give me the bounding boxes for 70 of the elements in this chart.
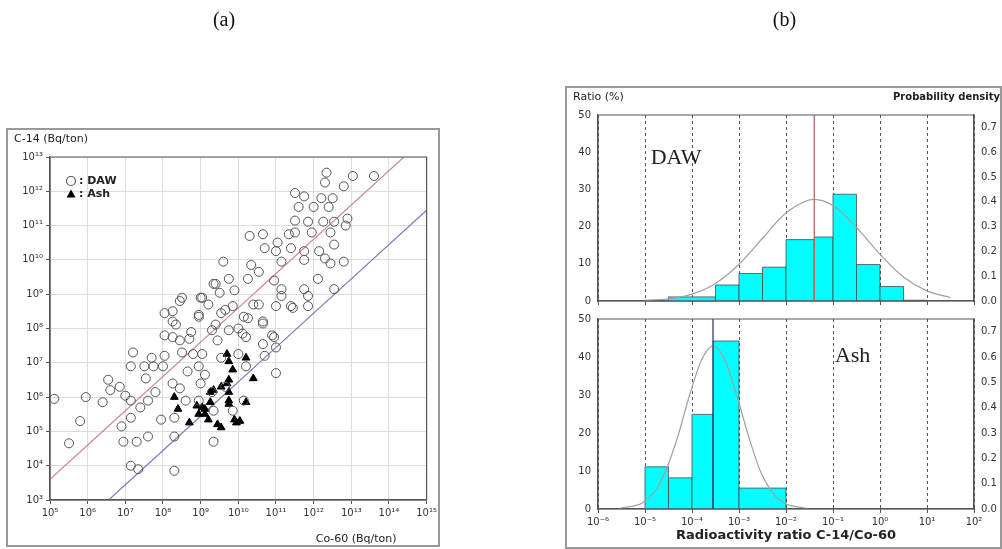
y2-tick-label: 0.7 xyxy=(981,120,997,132)
annotation: Ash xyxy=(834,341,871,367)
y-tick-label: 10³ xyxy=(26,493,43,505)
y2-tick-label: 0.4 xyxy=(981,195,997,207)
y-tick-label: 0 xyxy=(584,294,591,306)
y2-tick-label: 0.1 xyxy=(981,269,997,281)
x-tick-label: 10⁻⁴ xyxy=(680,515,704,527)
y2-tick-label: 0.3 xyxy=(981,220,997,232)
x-tick-label: 10⁵ xyxy=(41,506,59,518)
y-tick-label: 20 xyxy=(578,426,591,438)
y2-tick-label: 0.3 xyxy=(981,426,997,438)
y-axis-title: Ratio (%) xyxy=(573,90,624,103)
y-tick-label: 30 xyxy=(578,182,591,194)
y2-tick-label: 0.7 xyxy=(981,325,997,337)
x-tick-label: 10¹⁰ xyxy=(227,506,249,518)
x-tick-label: 10¹ xyxy=(918,515,936,527)
y2-tick-label: 0.2 xyxy=(981,451,997,463)
y-axis-title: C-14 (Bq/ton) xyxy=(14,132,88,145)
x-tick-label: 10⁶ xyxy=(79,506,97,518)
y2-tick-label: 0.4 xyxy=(981,401,997,413)
y2-tick-label: 0.5 xyxy=(981,375,997,387)
y2-tick-label: 0.6 xyxy=(981,145,997,157)
x-tick-label: 10¹⁴ xyxy=(378,506,400,518)
x-tick-label: 10¹¹ xyxy=(265,506,287,518)
y-tick-label: 40 xyxy=(578,145,591,157)
x-tick-label: 10⁻² xyxy=(774,515,798,527)
y-tick-label: 10¹³ xyxy=(22,150,43,162)
y2-tick-label: 0.6 xyxy=(981,350,997,362)
x-tick-label: 10⁷ xyxy=(116,506,134,518)
y-tick-label: 10 xyxy=(578,464,591,476)
legend-label: : Ash xyxy=(79,186,111,200)
chart-title: (a) xyxy=(211,8,237,31)
y-tick-label: 10⁸ xyxy=(26,322,43,334)
y-tick-label: 10⁹ xyxy=(26,287,43,299)
y-tick-label: 10 xyxy=(578,257,591,269)
y2-tick-label: 0.5 xyxy=(981,170,997,182)
x-tick-label: 10² xyxy=(965,515,983,527)
x-axis-title: Radioactivity ratio C-14/Co-60 xyxy=(675,527,897,542)
y2-tick-label: 0.0 xyxy=(981,502,997,514)
x-tick-label: 10⁰ xyxy=(871,515,889,527)
y-tick-label: 40 xyxy=(578,350,591,362)
x-tick-label: 10¹⁵ xyxy=(416,506,437,518)
y-tick-label: 10⁷ xyxy=(26,356,43,368)
x-tick-label: 10¹² xyxy=(303,506,325,518)
legend-label: : DAW xyxy=(79,173,117,187)
y-tick-label: 10¹⁰ xyxy=(22,253,43,265)
annotation: DAW xyxy=(650,144,702,170)
x-tick-label: 10⁻³ xyxy=(727,515,751,527)
y-tick-label: 50 xyxy=(578,108,591,120)
y-tick-label: 10⁵ xyxy=(26,424,43,436)
y-tick-label: 30 xyxy=(578,388,591,400)
x-tick-label: 10¹³ xyxy=(340,506,362,518)
y-tick-label: 10⁴ xyxy=(26,459,43,471)
x-tick-label: 10⁻⁵ xyxy=(633,515,657,527)
y2-tick-label: 0.2 xyxy=(981,244,997,256)
chart-title: (b) xyxy=(771,8,798,31)
y-tick-label: 20 xyxy=(578,220,591,232)
x-axis-title: Co-60 (Bq/ton) xyxy=(315,532,397,545)
y2-axis-title: Probability density xyxy=(893,91,1001,102)
y-tick-label: 10¹¹ xyxy=(22,219,43,231)
y-tick-label: 10⁶ xyxy=(26,390,43,402)
x-tick-label: 10⁻¹ xyxy=(821,515,845,527)
y-tick-label: 0 xyxy=(584,502,591,514)
x-tick-label: 10⁸ xyxy=(154,506,172,518)
x-tick-label: 10⁹ xyxy=(192,506,210,518)
y-tick-label: 10¹² xyxy=(22,184,43,196)
x-tick-label: 10⁻⁶ xyxy=(586,515,610,527)
y-tick-label: 50 xyxy=(578,312,591,324)
y2-tick-label: 0.1 xyxy=(981,477,997,489)
y2-tick-label: 0.0 xyxy=(981,294,997,306)
